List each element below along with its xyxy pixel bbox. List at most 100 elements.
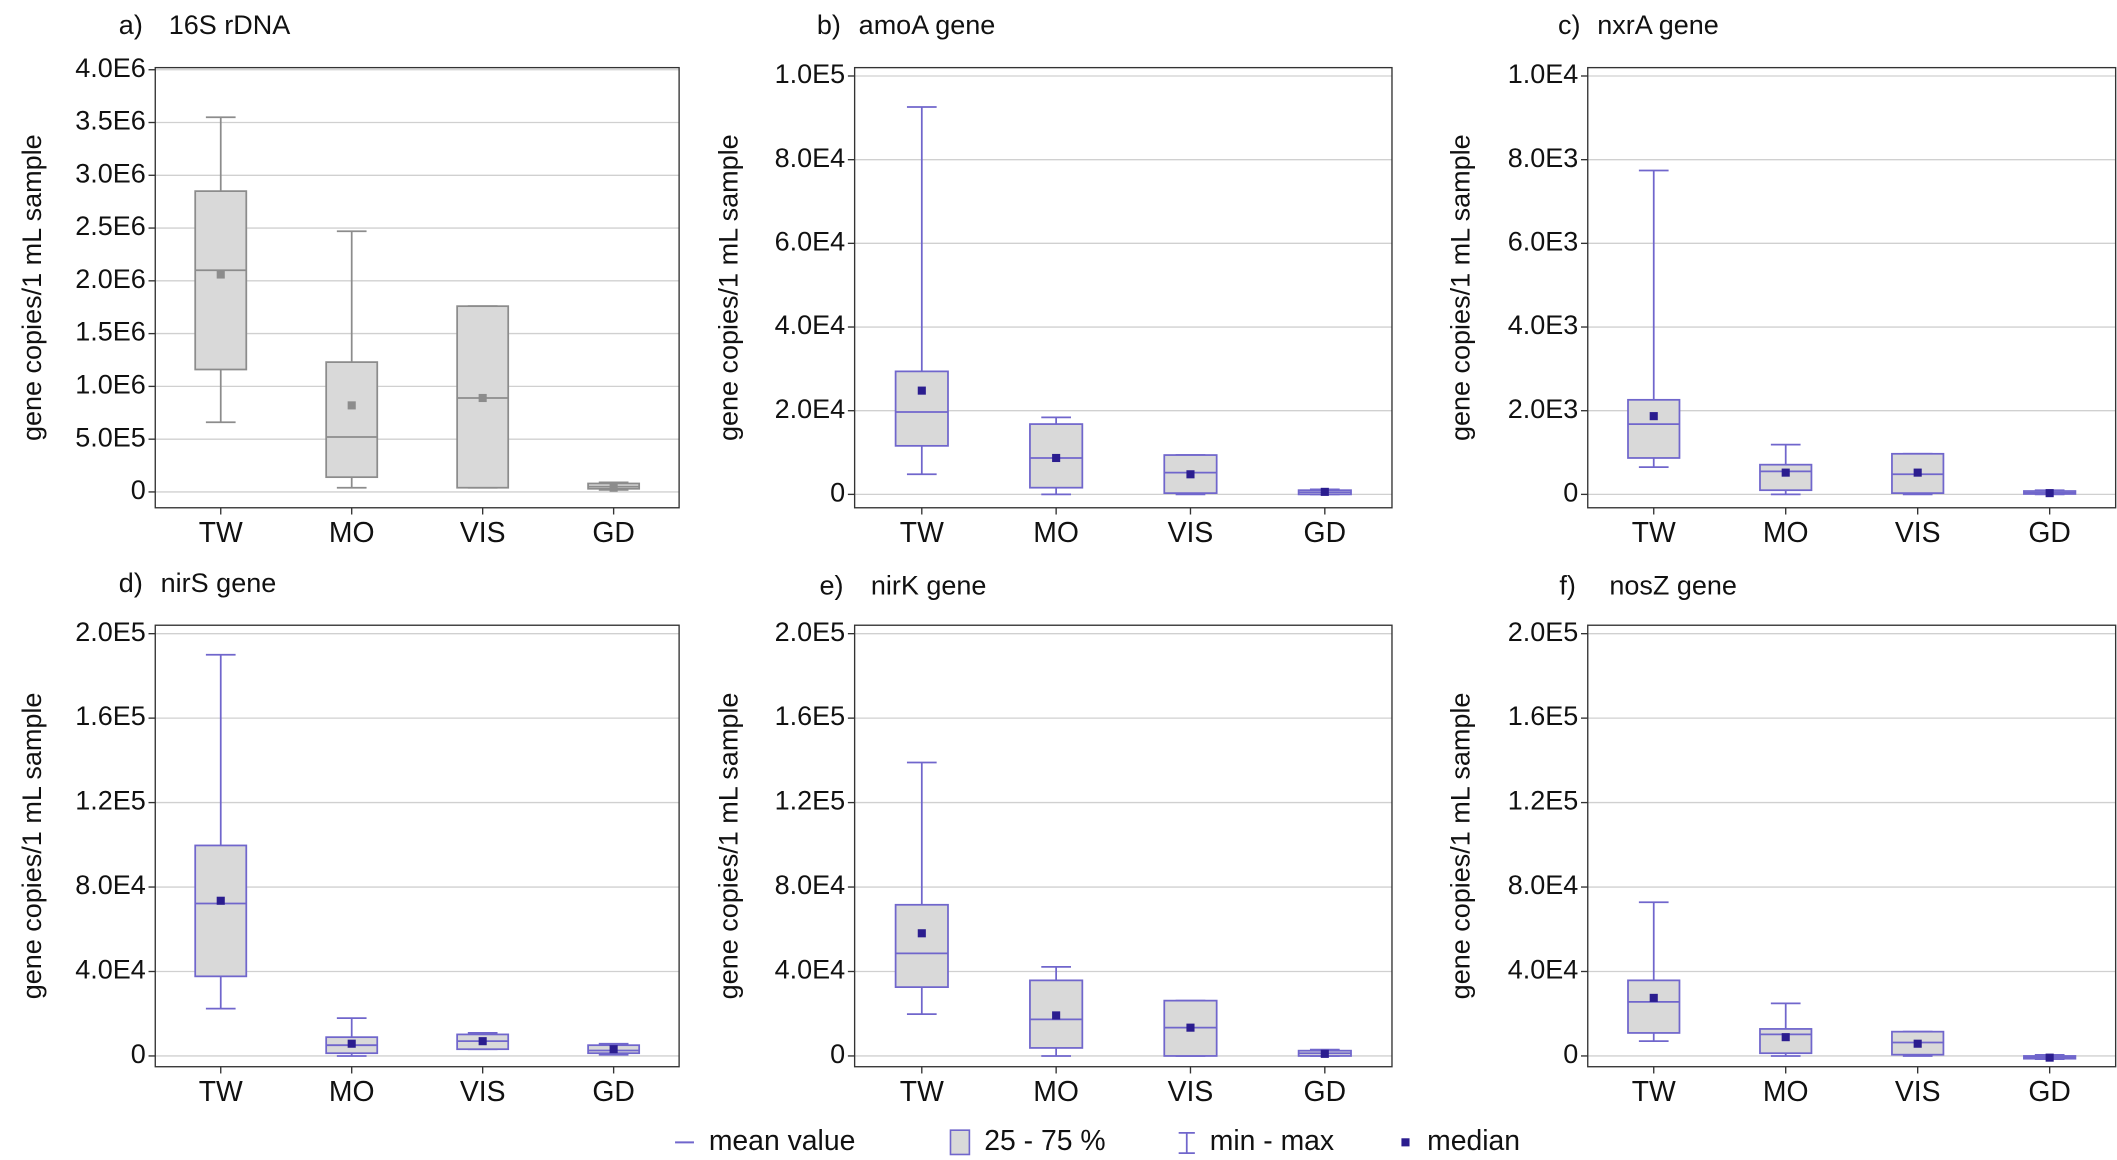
x-tick-label: MO (1763, 517, 1809, 549)
median-dot (917, 929, 926, 938)
median-dot (2045, 1053, 2054, 1062)
panel-label: b) (817, 10, 841, 40)
box (1627, 979, 1681, 1034)
box (194, 844, 248, 978)
box (1759, 463, 1813, 492)
y-tick-label: 2.0E5 (775, 617, 846, 647)
x-tick-label: TW (900, 1076, 944, 1108)
median-dot (478, 393, 487, 403)
box (325, 361, 379, 479)
y-tick-label: 2.0E5 (1508, 617, 1579, 647)
y-tick-label: 2.0E5 (75, 617, 146, 647)
y-tick-label: 3.0E6 (75, 158, 146, 188)
y-tick-label: 8.0E3 (1508, 143, 1579, 173)
x-tick-label: GD (2028, 517, 2071, 549)
y-tick-label: 8.0E4 (75, 870, 146, 900)
box (1627, 398, 1681, 459)
median-dot (1913, 1039, 1922, 1048)
y-tick-label: 4.0E6 (75, 53, 146, 83)
y-tick-label: 8.0E4 (775, 870, 846, 900)
x-tick-label: VIS (460, 517, 506, 549)
plot-frame (1587, 66, 2117, 509)
y-tick-label: 0 (131, 1039, 146, 1069)
median-dot (1649, 993, 1658, 1002)
x-tick-label: GD (1304, 517, 1347, 549)
x-tick-label: TW (1632, 517, 1676, 549)
box (894, 903, 949, 988)
median-dot (216, 896, 225, 905)
box (894, 370, 949, 447)
x-tick-label: GD (592, 517, 635, 549)
panel: a) 16S rDNA gene copies/1 mL sample 0 5.0E5 1… (17, 10, 680, 549)
panel-title: 16S rDNA (169, 10, 291, 40)
y-tick-label: 6.0E3 (1508, 226, 1579, 256)
median-dot (1781, 468, 1790, 477)
x-tick-label: TW (199, 517, 243, 549)
x-tick-label: MO (1033, 517, 1079, 549)
legend-label: 25 - 75 % (984, 1125, 1105, 1157)
plot-frame (853, 624, 1393, 1068)
x-tick-label: TW (1632, 1076, 1676, 1108)
panel: c) nxrA gene gene copies/1 mL sample 0 2.0E3… (1445, 10, 2117, 549)
median-dot (2045, 489, 2054, 498)
plot-frame (853, 66, 1393, 509)
x-tick-label: VIS (1895, 1076, 1941, 1108)
median-dot (478, 1037, 487, 1046)
median-dot (1913, 468, 1922, 477)
legend-label: mean value (709, 1125, 856, 1157)
panel-title: amoA gene (859, 10, 996, 40)
plot-frame (154, 624, 680, 1068)
panel-label: c) (1558, 10, 1580, 40)
y-tick-label: 1.6E5 (75, 701, 146, 731)
y-tick-label: 0 (131, 475, 146, 505)
x-tick-label: VIS (460, 1076, 506, 1108)
y-axis-label: gene copies/1 mL sample (1445, 693, 1475, 1000)
x-tick-label: MO (329, 517, 375, 549)
y-tick-label: 2.5E6 (75, 211, 146, 241)
median-dot (1052, 1011, 1061, 1020)
median-dot (347, 401, 356, 410)
panel: b) amoA gene gene copies/1 mL sample 0 2.0E4… (714, 10, 1393, 549)
y-tick-label: 8.0E4 (775, 143, 846, 173)
panel-label: a) (119, 10, 143, 40)
median-dot (609, 1045, 618, 1054)
y-tick-label: 4.0E4 (75, 955, 146, 985)
panel-title: nirS gene (161, 568, 277, 598)
panel-title: nosZ gene (1609, 571, 1737, 601)
x-tick-label: TW (900, 517, 944, 549)
median-dot (917, 386, 926, 395)
panel-title: nirK gene (871, 571, 987, 601)
x-tick-label: GD (2028, 1076, 2071, 1108)
panel: e) nirK gene gene copies/1 mL sample 0 4.0E4… (714, 571, 1393, 1108)
y-tick-label: 1.2E5 (775, 786, 846, 816)
median-dot (1320, 487, 1329, 496)
median-dot (1781, 1033, 1790, 1042)
y-tick-label: 1.6E5 (1508, 701, 1579, 731)
y-tick-label: 1.0E5 (775, 59, 846, 89)
x-tick-label: GD (592, 1076, 635, 1108)
plot-frame (154, 66, 680, 509)
y-tick-label: 8.0E4 (1508, 870, 1579, 900)
y-tick-label: 0 (830, 1039, 845, 1069)
median-dot (1052, 453, 1061, 463)
panel-title: nxrA gene (1597, 10, 1719, 40)
x-tick-label: VIS (1895, 517, 1941, 549)
median-dot (1320, 1049, 1329, 1058)
legend: mean value 25 - 75 % min - max median (675, 1125, 1520, 1157)
y-tick-label: 3.5E6 (75, 106, 146, 136)
y-tick-label: 2.0E4 (775, 394, 846, 424)
y-tick-label: 1.0E4 (1508, 59, 1579, 89)
median-dot (1649, 412, 1658, 421)
panel-label: f) (1559, 571, 1576, 601)
y-axis-label: gene copies/1 mL sample (17, 693, 47, 1000)
x-tick-label: TW (199, 1076, 243, 1108)
x-tick-label: MO (329, 1076, 375, 1108)
x-tick-label: MO (1033, 1076, 1079, 1108)
median-dot (347, 1039, 356, 1048)
panel-label: d) (119, 568, 143, 598)
legend-icon (1178, 1131, 1195, 1155)
y-tick-label: 1.2E5 (1508, 786, 1579, 816)
legend-label: min - max (1210, 1125, 1334, 1157)
y-axis-label: gene copies/1 mL sample (17, 134, 47, 441)
